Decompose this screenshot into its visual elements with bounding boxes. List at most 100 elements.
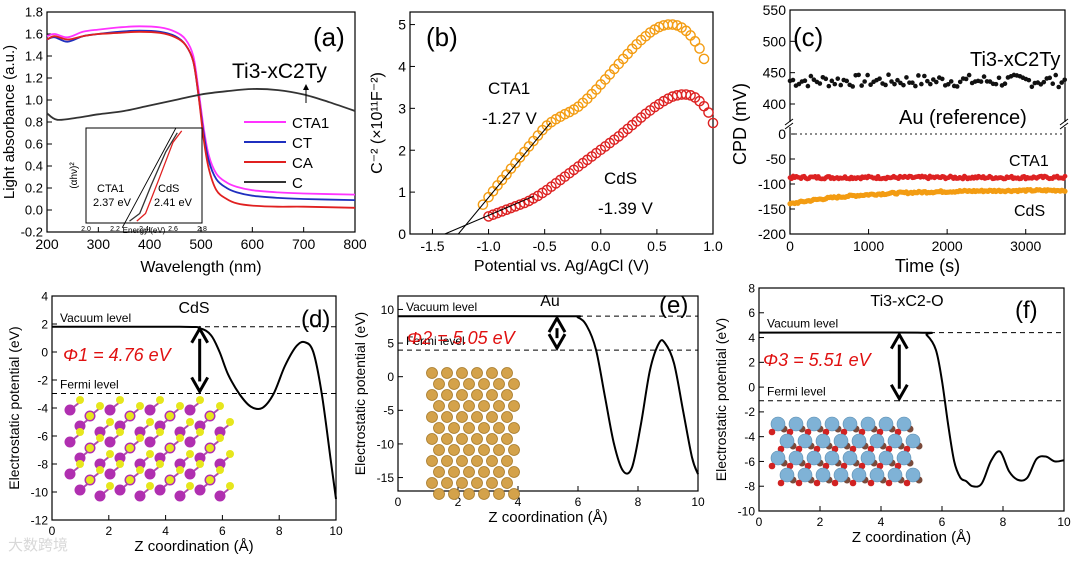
f-potential-curve <box>758 331 1065 488</box>
e-atom-au <box>456 389 468 401</box>
d-atom-s <box>216 402 224 410</box>
f-vacuum-label: Vacuum level <box>767 317 838 331</box>
f-y-tick-label: 8 <box>748 281 755 295</box>
c-x-axis-label: Time (s) <box>895 256 960 276</box>
e-y-tick-label: -5 <box>383 404 394 418</box>
e-atom-au <box>508 444 520 456</box>
c-y-tick-label: 400 <box>763 96 787 112</box>
e-atom-au <box>426 367 438 379</box>
e-atom-au <box>426 433 438 445</box>
e-y-tick-label: -10 <box>377 437 395 451</box>
c-point-ti3c2 <box>805 83 811 89</box>
d-title: CdS <box>178 300 209 317</box>
e-atom-au <box>463 422 475 434</box>
f-atom-o <box>840 428 848 436</box>
d-atom-cd <box>184 404 196 416</box>
d-atom-s <box>166 412 174 420</box>
c-x-tick-label: 3000 <box>1010 238 1041 254</box>
c-y-tick-label: 500 <box>763 33 787 49</box>
f-atom-o <box>849 479 857 487</box>
e-atom-au <box>471 367 483 379</box>
a-legend-label-CTA1: CTA1 <box>292 115 329 132</box>
f-atom-ti <box>770 416 786 432</box>
f-x-tick-label: 4 <box>878 515 885 529</box>
plot-frame <box>758 287 1065 512</box>
e-y-tick-label: 5 <box>387 336 394 350</box>
d-atom-cd <box>194 420 206 432</box>
d-atom-s <box>96 402 104 410</box>
e-atom-au <box>433 444 445 456</box>
a-y-tick-label: 0.0 <box>25 203 43 218</box>
a-y-tick-label: 1.4 <box>25 49 43 64</box>
e-atom-au <box>463 488 475 500</box>
d-atom-s <box>176 434 184 442</box>
d-atom-s <box>216 466 224 474</box>
d-atom-cd <box>104 436 116 448</box>
f-atom-ti <box>896 416 912 432</box>
e-x-tick-label: 2 <box>455 495 462 509</box>
d-atom-s <box>166 444 174 452</box>
f-atom-ti <box>833 467 849 483</box>
f-fermi-label: Fermi level <box>767 385 826 399</box>
e-atom-au <box>501 367 513 379</box>
c-y-tick-label: -100 <box>758 176 786 192</box>
c-point-ti3c2 <box>850 84 855 89</box>
f-atom-o <box>768 428 776 436</box>
f-atom-ti <box>806 450 822 466</box>
b-x-tick-label: -1.5 <box>420 238 444 254</box>
c-point-ti3c2 <box>1029 84 1035 90</box>
e-atom-au <box>448 444 460 456</box>
b-CdS-fit <box>444 195 534 235</box>
d-atom-s <box>116 396 124 404</box>
f-atom-o <box>795 445 803 453</box>
f-y-tick-label: 2 <box>748 356 755 370</box>
f-y-tick-label: -2 <box>744 405 755 419</box>
d-atom-s <box>146 482 154 490</box>
c-point-ti3c2 <box>1056 84 1062 90</box>
d-atom-s <box>106 450 114 458</box>
c-y-tick-label: -150 <box>758 201 786 217</box>
e-atom-au <box>448 488 460 500</box>
a-series-CTA1 <box>46 25 356 196</box>
b-label-cds: CdS <box>604 169 637 188</box>
c-point-ti3c2 <box>948 79 954 84</box>
d-atom-s <box>76 460 84 468</box>
c-label-cds: CdS <box>1014 203 1045 220</box>
a-x-tick-label: 200 <box>35 236 59 252</box>
a-y-tick-label: -0.2 <box>21 225 43 240</box>
e-atom-au <box>426 389 438 401</box>
e-atom-au <box>486 367 498 379</box>
a-legend-label-CA: CA <box>292 155 313 172</box>
f-atom-o <box>867 445 875 453</box>
f-atom-ti <box>788 416 804 432</box>
c-point-ti3c2 <box>886 72 891 78</box>
c-point-ti3c2 <box>919 81 924 87</box>
d-atom-s <box>86 412 94 420</box>
f-atom-ti <box>905 467 921 483</box>
plot-frame <box>409 11 714 235</box>
d-y-tick-label: -2 <box>37 373 48 387</box>
d-atom-s <box>126 476 134 484</box>
f-atom-o <box>813 479 821 487</box>
d-y-tick-label: 0 <box>41 345 48 359</box>
c-point-ti3c2 <box>868 82 873 88</box>
c-point-ti3c2 <box>889 79 894 84</box>
e-atom-au <box>441 477 453 489</box>
c-x-tick-label: 0 <box>786 238 794 254</box>
c-point-ti3c2 <box>877 76 882 81</box>
e-atom-au <box>433 466 445 478</box>
e-arrow-head-down <box>547 333 567 352</box>
c-point-ti3c2 <box>883 82 888 88</box>
c-point-ti3c2 <box>957 79 963 85</box>
d-vacuum-label: Vacuum level <box>60 311 131 325</box>
b-point-CdS <box>483 211 494 222</box>
d-atom-cd <box>154 452 166 464</box>
d-atom-cd <box>134 426 146 438</box>
b-x-tick-label: 0.5 <box>647 238 667 254</box>
d-atom-cd <box>64 436 76 448</box>
f-atom-o <box>867 479 875 487</box>
d-atom-s <box>196 396 204 404</box>
f-atom-o <box>876 462 884 470</box>
b-point-CdS <box>703 107 714 118</box>
